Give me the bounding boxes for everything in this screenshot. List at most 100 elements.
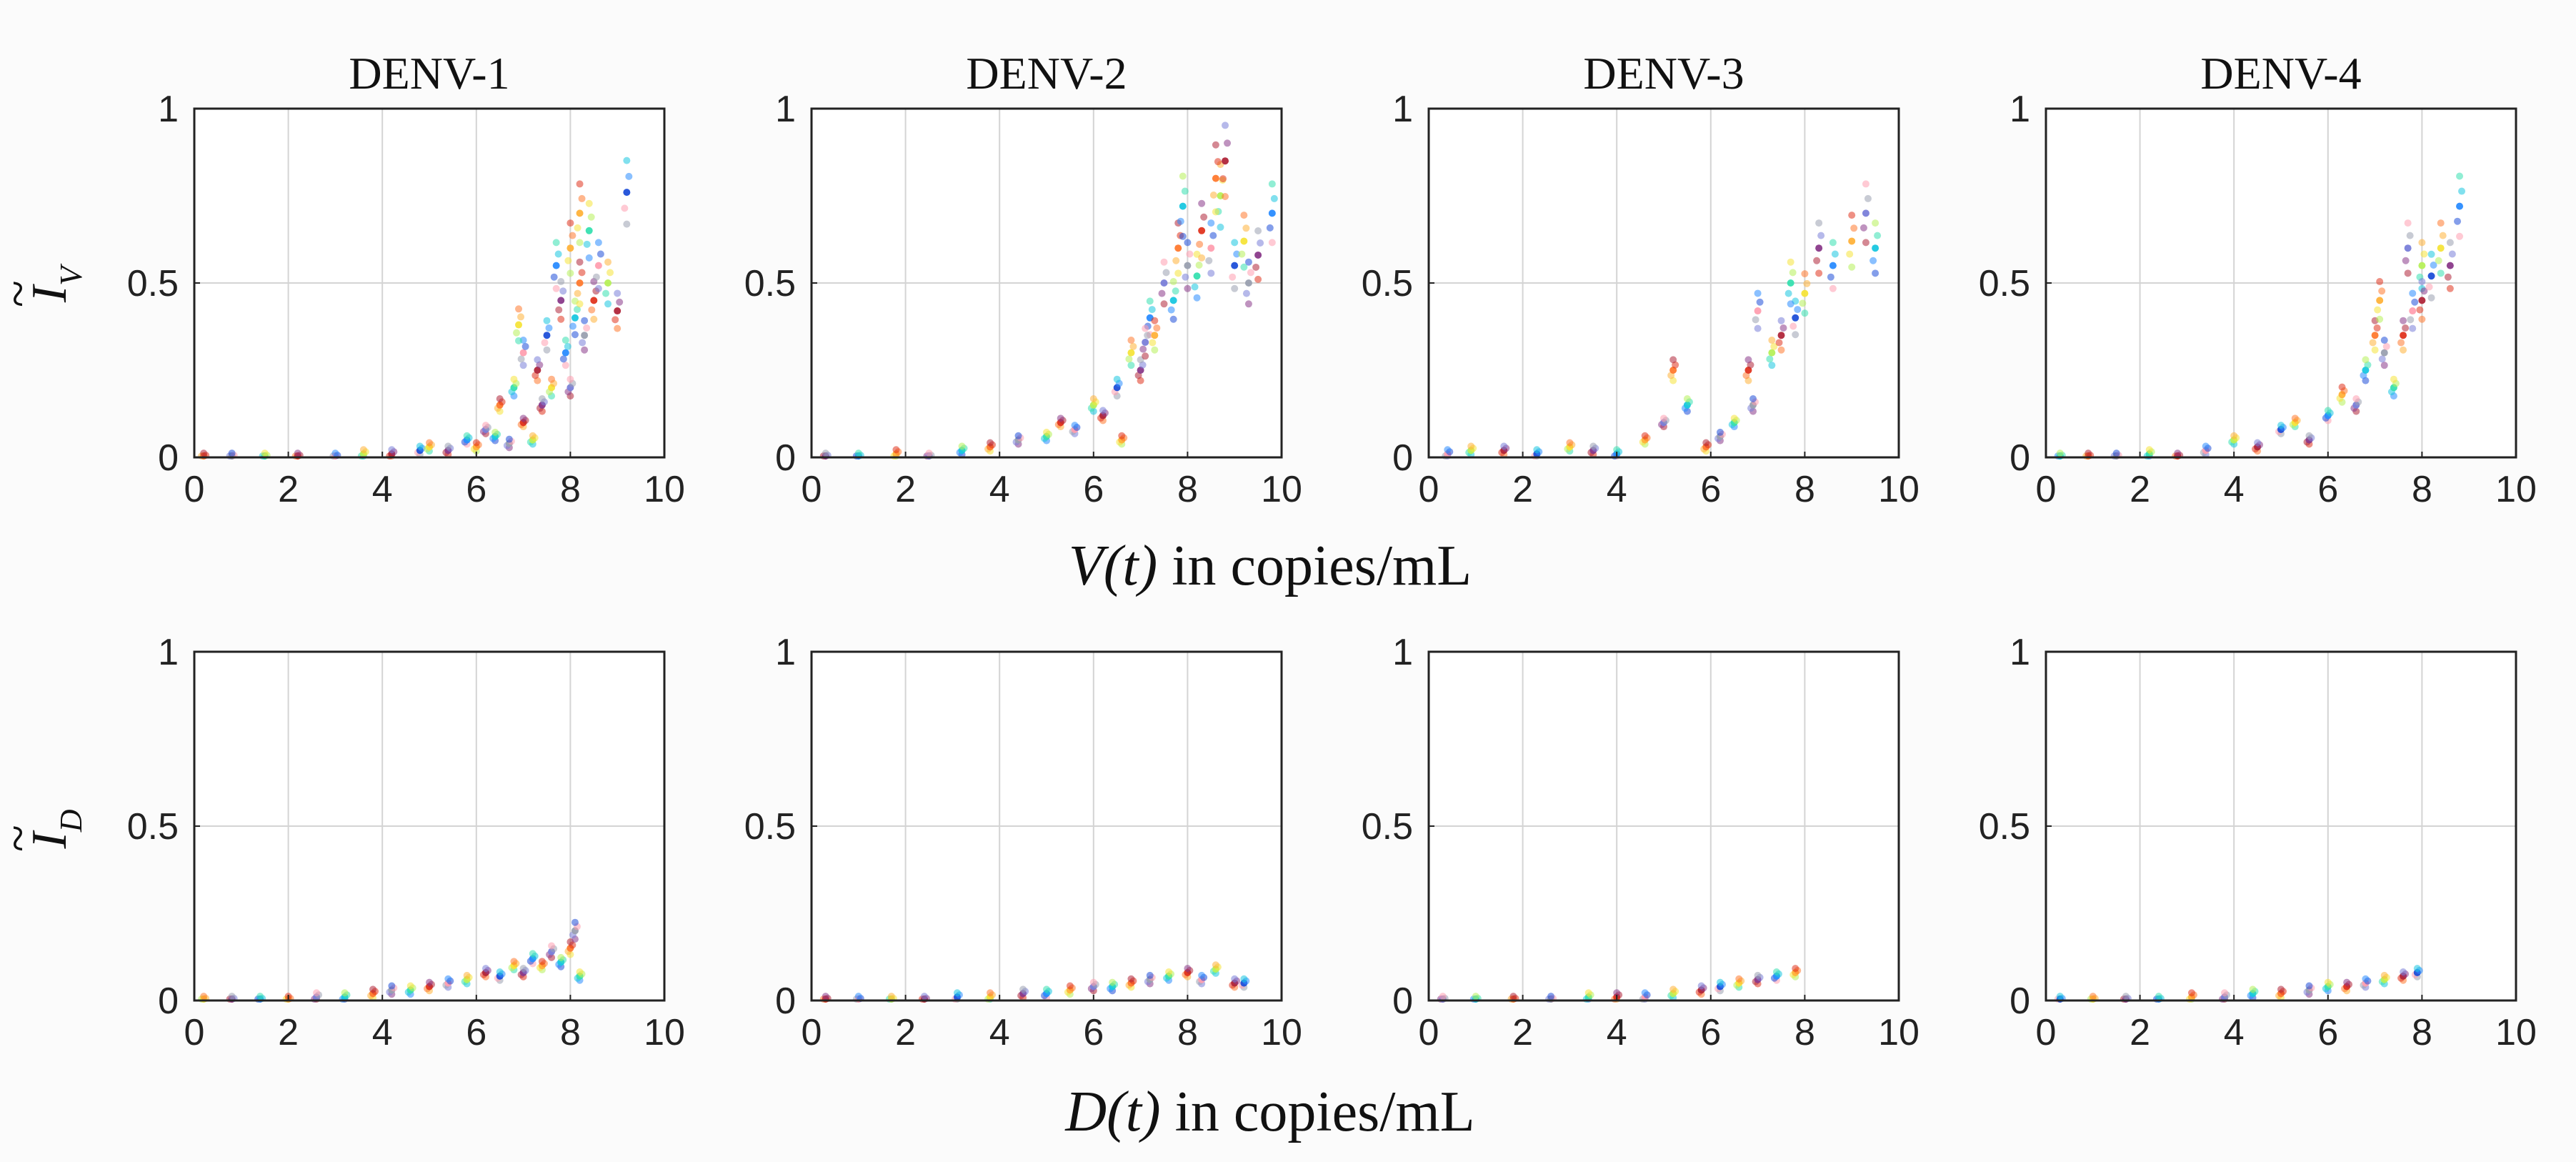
data-point <box>228 450 236 457</box>
data-point <box>1862 180 1869 188</box>
x-tick-label: 2 <box>895 1012 916 1053</box>
data-point <box>1240 975 1248 983</box>
data-point <box>1872 244 1879 252</box>
data-point <box>1827 273 1834 281</box>
row1-ylabel-base: I <box>22 283 77 303</box>
data-point <box>1566 439 1574 447</box>
data-point <box>369 985 377 993</box>
data-point <box>1231 284 1239 292</box>
data-point <box>2390 375 2397 383</box>
data-point <box>1270 194 1278 202</box>
data-point <box>571 918 579 926</box>
data-point <box>594 239 602 247</box>
x-tick-label: 6 <box>1083 469 1104 510</box>
data-point <box>1127 362 1135 369</box>
data-point <box>1848 212 1856 219</box>
data-point <box>426 978 433 986</box>
data-point <box>1768 337 1776 344</box>
x-tick-label: 6 <box>1700 469 1721 510</box>
data-point <box>616 298 624 306</box>
data-point <box>2418 262 2426 269</box>
data-point <box>513 329 521 337</box>
data-point <box>557 315 565 323</box>
data-point <box>2418 239 2426 247</box>
data-point <box>574 224 581 232</box>
data-point <box>1801 309 1809 317</box>
data-point <box>1231 239 1239 247</box>
data-point <box>1789 322 1797 330</box>
data-point <box>1777 317 1785 324</box>
data-point <box>1214 158 1222 166</box>
data-point <box>2369 339 2377 347</box>
data-point <box>1752 316 1759 324</box>
x-tick-label: 4 <box>372 1012 393 1053</box>
data-point <box>2056 450 2064 457</box>
data-point <box>341 989 349 997</box>
data-point <box>2221 989 2229 997</box>
data-point <box>1224 139 1232 147</box>
x-tick-label: 8 <box>1177 1012 1198 1053</box>
data-point <box>1846 250 1854 258</box>
data-point <box>2305 432 2313 440</box>
data-point <box>594 262 602 269</box>
data-point <box>1222 192 1229 200</box>
data-point <box>1768 362 1776 369</box>
x-tick-label: 4 <box>2224 1012 2245 1053</box>
data-point <box>569 232 576 239</box>
data-point <box>517 313 525 321</box>
data-point <box>1509 993 1517 1000</box>
data-point <box>1144 332 1152 339</box>
data-point <box>1754 971 1762 979</box>
row2-ylabel-base: I <box>22 830 77 850</box>
data-point <box>1244 279 1252 287</box>
data-point <box>1179 232 1187 240</box>
data-point <box>583 240 591 248</box>
data-point <box>1766 355 1774 363</box>
x-tick-label: 4 <box>2224 469 2245 510</box>
y-tick-label: 0.5 <box>127 263 179 304</box>
data-point <box>2338 383 2346 391</box>
data-point <box>481 422 489 429</box>
data-point <box>1697 982 1705 990</box>
data-point <box>496 968 504 975</box>
row1-ylabel-tilde: ~ <box>0 281 46 308</box>
data-point <box>1043 985 1050 993</box>
data-point <box>854 450 862 457</box>
data-point <box>2145 446 2153 454</box>
x-tick-label: 8 <box>560 469 581 510</box>
data-point <box>1019 985 1027 993</box>
data-point <box>2380 349 2388 357</box>
data-point <box>566 269 574 277</box>
y-tick-label: 0 <box>775 437 796 479</box>
data-point <box>987 439 994 447</box>
data-point <box>1754 324 1762 332</box>
data-point <box>2277 985 2285 993</box>
data-point <box>571 314 579 322</box>
data-point <box>1787 258 1794 266</box>
data-point <box>573 306 581 314</box>
data-point <box>538 958 546 965</box>
panel-1-2: 0 2 4 6 8 10 0 0.5 1 DENV-2 <box>744 48 1302 510</box>
data-point <box>1533 446 1541 454</box>
data-point <box>1872 219 1879 227</box>
data-point <box>2437 219 2445 227</box>
data-point <box>1254 275 1262 283</box>
data-point <box>1125 355 1133 363</box>
data-point <box>566 244 574 252</box>
data-point <box>552 284 560 292</box>
data-point <box>1815 219 1823 227</box>
data-point <box>534 356 541 364</box>
row1-ylabel-sub: V <box>54 263 89 286</box>
data-point <box>583 324 591 332</box>
data-point <box>515 305 523 313</box>
data-point <box>1817 232 1825 239</box>
data-point <box>2456 202 2464 210</box>
data-point <box>2454 217 2462 225</box>
data-point <box>1869 257 1877 264</box>
data-point <box>625 172 633 180</box>
data-point <box>2413 965 2421 973</box>
data-point <box>2397 339 2405 347</box>
data-point <box>2362 356 2370 364</box>
data-point <box>1792 965 1799 973</box>
y-tick-label: 1 <box>158 89 179 130</box>
